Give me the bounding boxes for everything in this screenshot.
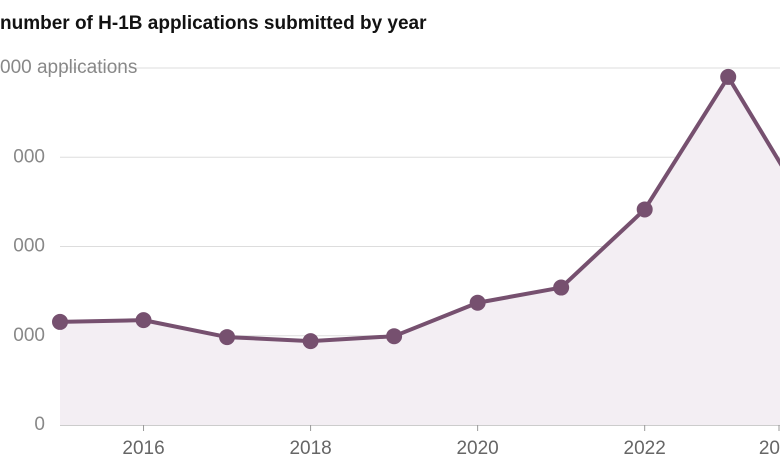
point	[469, 294, 486, 311]
y-tick-label: 000	[13, 325, 45, 346]
x-tick-label: 2018	[289, 438, 331, 459]
point	[553, 279, 570, 296]
y-tick-label: 0	[34, 414, 45, 435]
point	[386, 328, 403, 345]
point	[52, 313, 68, 330]
point	[720, 68, 737, 85]
y-tick-label: 000	[13, 146, 45, 167]
plot-area	[52, 68, 780, 425]
point	[135, 312, 152, 329]
x-tick-label: 2016	[122, 438, 164, 459]
x-tick-label: 2020	[456, 438, 498, 459]
line	[59, 74, 780, 344]
point	[636, 201, 653, 218]
point	[219, 329, 236, 346]
point	[302, 333, 319, 350]
x-tick-label: 20	[759, 438, 780, 459]
area	[60, 76, 780, 425]
x-tick-label: 2022	[624, 438, 666, 459]
y-tick-label: 000 applications	[0, 57, 137, 78]
chart-title: number of H-1B applications submitted by…	[0, 13, 427, 34]
y-tick-label: 000	[13, 236, 45, 257]
